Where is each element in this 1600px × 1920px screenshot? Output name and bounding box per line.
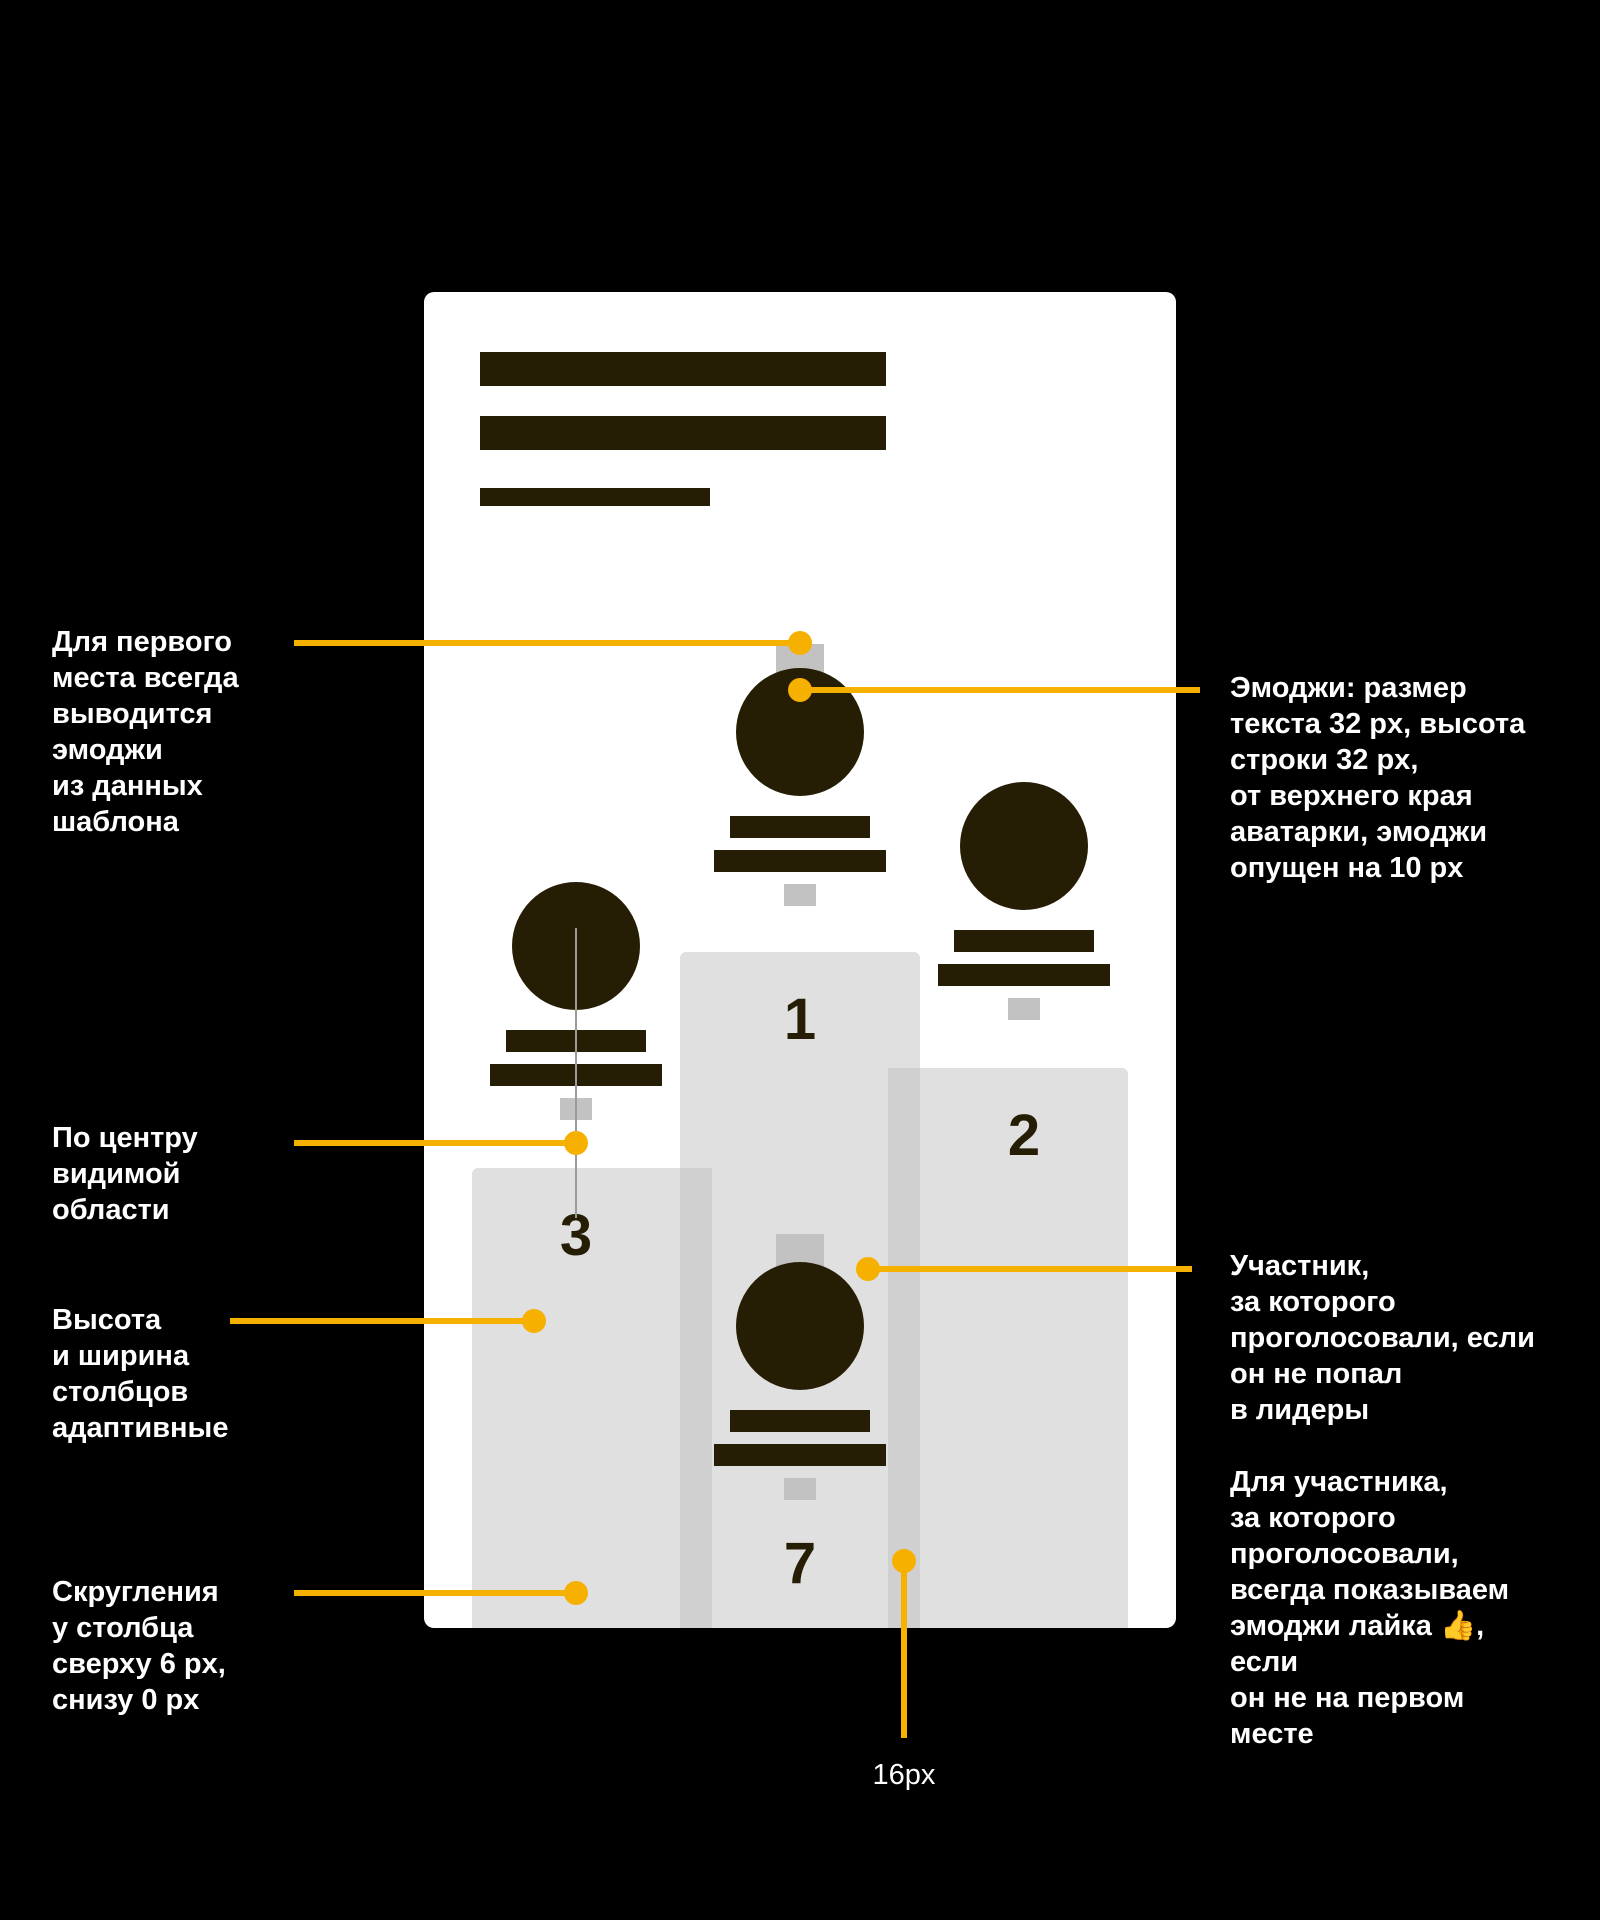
annotation-adaptive-columns: Высота и ширина столбцов адаптивные <box>52 1304 229 1444</box>
name-bar-second <box>954 930 1094 952</box>
score-bar-second <box>938 964 1110 986</box>
rank-voted: 7 <box>783 1531 817 1596</box>
meta-bar-second <box>1008 998 1040 1020</box>
annotation-column-radius: Скругления у столбца сверху 6 px, снизу … <box>52 1576 226 1716</box>
center-guide-line <box>575 928 577 1218</box>
column-overlap-16px <box>680 1168 712 1628</box>
leader-dot-voted <box>856 1257 880 1281</box>
leader-dot-radius <box>564 1581 588 1605</box>
column-third <box>472 1168 712 1628</box>
title-line-1 <box>480 352 886 386</box>
annotation-emoji-size: Эмоджи: размер текста 32 px, высота стро… <box>1230 672 1526 884</box>
leader-line-adaptive <box>230 1318 534 1324</box>
like-emoji-text-suffix: , если он не на первом месте <box>1230 1610 1485 1750</box>
leader-line-gap <box>901 1560 907 1738</box>
name-bar-voted <box>730 1410 870 1432</box>
leader-line-emoji-size <box>800 687 1200 693</box>
like-emoji-text-prefix: Для участника, за которого проголосовали… <box>1230 1466 1510 1642</box>
score-bar-first <box>714 850 886 872</box>
leader-dot-emoji-size <box>788 678 812 702</box>
leader-dot-center <box>564 1131 588 1155</box>
title-line-2 <box>480 416 886 450</box>
column-second <box>888 1068 1128 1628</box>
annotation-like-emoji: Для участника, за которого проголосовали… <box>1230 1464 1590 1752</box>
avatar-second-icon <box>960 782 1088 910</box>
leader-line-first-emoji <box>294 640 800 646</box>
name-bar-first <box>730 816 870 838</box>
subtitle-line <box>480 488 710 506</box>
gap-label: 16px <box>872 1759 936 1791</box>
annotation-center-visible: По центру видимой области <box>52 1122 198 1226</box>
avatar-voted-icon <box>736 1262 864 1390</box>
score-bar-voted <box>714 1444 886 1466</box>
leader-line-radius <box>294 1590 576 1596</box>
column-overlap-16px-right <box>888 1068 920 1628</box>
annotation-voted-participant: Участник, за которого проголосовали, есл… <box>1230 1250 1535 1426</box>
meta-bar-voted <box>784 1478 816 1500</box>
annotation-first-place-emoji: Для первого места всегда выводится эмодж… <box>52 626 239 838</box>
rank-first: 1 <box>783 987 817 1052</box>
leader-dot-first-emoji <box>788 631 812 655</box>
thumbs-up-icon: 👍 <box>1439 1610 1477 1642</box>
meta-bar-first <box>784 884 816 906</box>
leader-line-voted <box>868 1266 1192 1272</box>
rank-second: 2 <box>1007 1103 1041 1168</box>
leader-dot-gap <box>892 1549 916 1573</box>
leader-line-center <box>294 1140 576 1146</box>
leader-dot-adaptive <box>522 1309 546 1333</box>
